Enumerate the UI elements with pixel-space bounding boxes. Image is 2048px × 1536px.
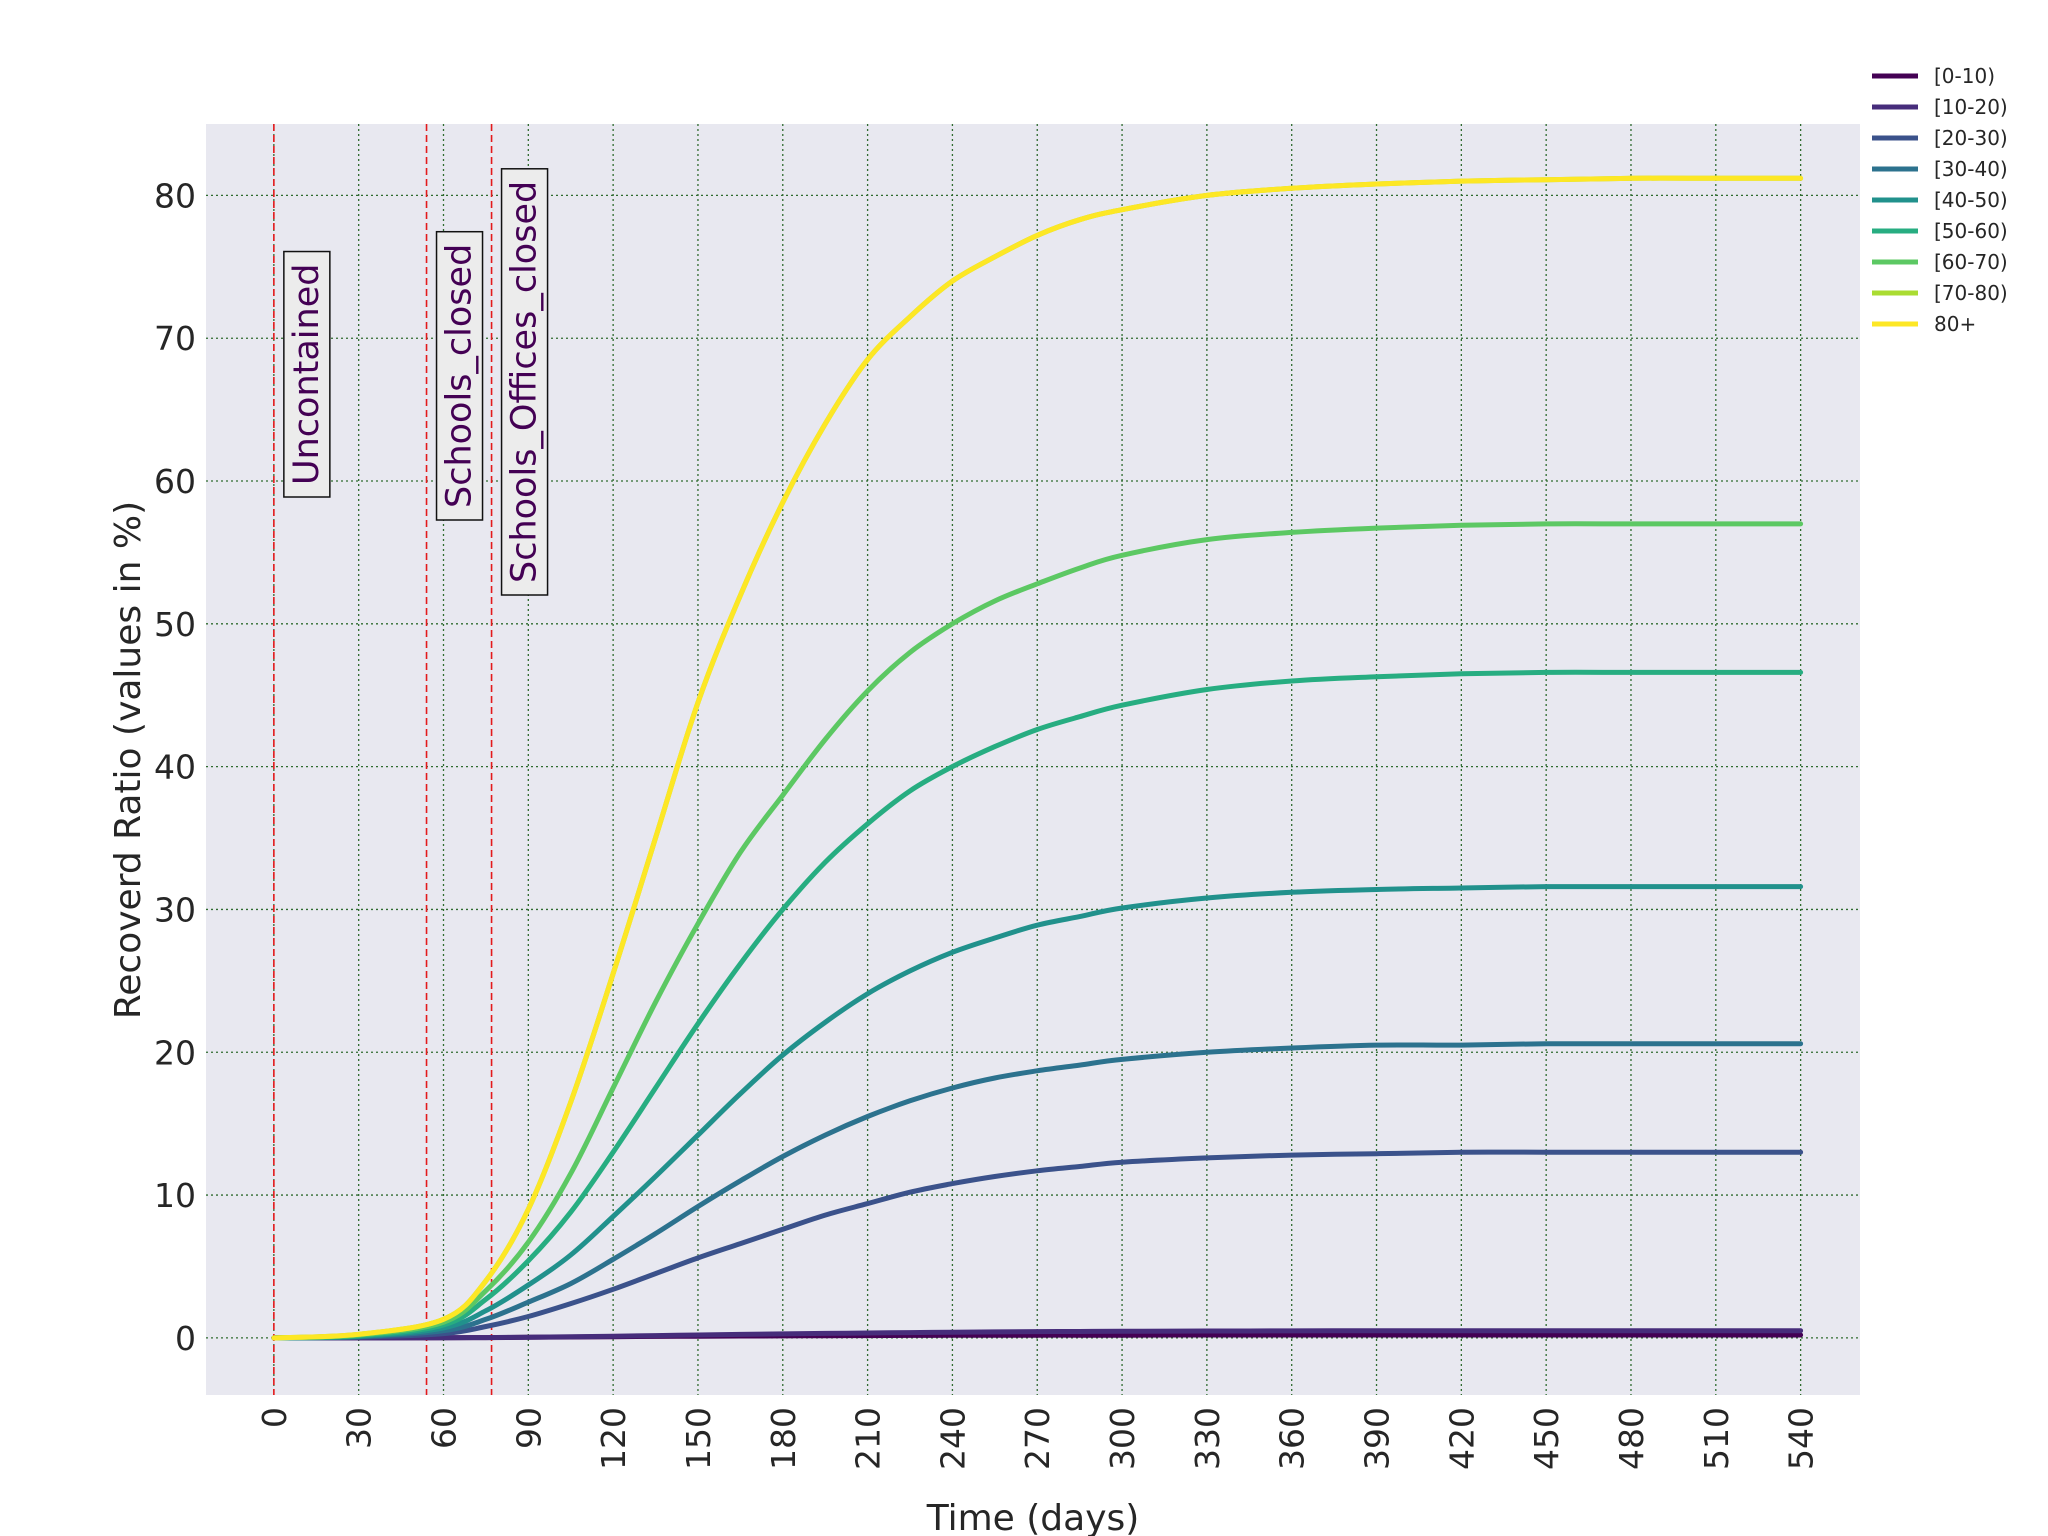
legend-item: [20-30) — [1872, 126, 2008, 150]
annotation-box — [283, 250, 331, 498]
annotation: Schools_closed — [435, 230, 484, 521]
intervention-annotations: Uncontained Schools_closed Schools_Offices… — [283, 168, 549, 596]
y-tick-labels: 0 10 20 30 40 50 60 70 80 — [154, 176, 196, 1357]
legend-item: [60-70) — [1872, 250, 2008, 274]
x-tick-label: 60 — [424, 1407, 463, 1449]
x-tick-label: 480 — [1612, 1407, 1651, 1470]
series-line — [271, 521, 1804, 1341]
annotation-label: Uncontained — [287, 264, 327, 485]
y-tick-label: 50 — [154, 605, 196, 644]
annotation-label: Schools_closed — [440, 244, 480, 508]
annotation-box — [500, 168, 549, 596]
legend-item: [30-40) — [1872, 157, 2008, 181]
series-line — [271, 669, 1804, 1341]
y-tick-label: 40 — [154, 748, 196, 787]
legend-item: 80+ — [1872, 312, 1976, 336]
y-axis-label: Recoverd Ratio (values in %) — [108, 501, 149, 1019]
legend-item: [70-80) — [1872, 281, 2008, 305]
x-tick-label: 360 — [1273, 1407, 1312, 1470]
legend-item: [40-50) — [1872, 188, 2008, 212]
annotation-label: Schools_Offices_closed — [505, 181, 545, 583]
legend-label: [0-10) — [1934, 64, 1995, 88]
series-line — [271, 1149, 1804, 1341]
series-line — [271, 884, 1804, 1341]
x-tick-label: 30 — [340, 1407, 379, 1449]
y-tick-label: 10 — [154, 1176, 196, 1215]
x-tick-label: 270 — [1018, 1407, 1057, 1470]
x-tick-label: 420 — [1442, 1407, 1481, 1470]
x-tick-label: 0 — [255, 1407, 294, 1428]
legend-item: [10-20) — [1872, 95, 2008, 119]
x-tick-label: 180 — [764, 1407, 803, 1470]
y-tick-label: 30 — [154, 890, 196, 929]
x-axis-label: Time (days) — [926, 1498, 1140, 1536]
annotation-box — [435, 230, 484, 521]
x-tick-label: 450 — [1527, 1407, 1566, 1470]
legend-label: [60-70) — [1934, 250, 2008, 274]
x-tick-label: 540 — [1782, 1407, 1821, 1470]
legend-label: [20-30) — [1934, 126, 2008, 150]
y-tick-label: 60 — [154, 462, 196, 501]
annotation: Uncontained — [283, 250, 331, 498]
legend-label: [30-40) — [1934, 157, 2008, 181]
x-tick-label: 300 — [1103, 1407, 1142, 1470]
series-lines — [271, 175, 1804, 1341]
series-line — [271, 1328, 1804, 1341]
legend-label: [40-50) — [1934, 188, 2008, 212]
y-tick-label: 0 — [175, 1319, 196, 1358]
legend-label: [70-80) — [1934, 281, 2008, 305]
series-line — [271, 1041, 1804, 1341]
annotation: Schools_Offices_closed — [500, 168, 549, 596]
intervention-lines — [273, 124, 493, 1395]
x-tick-label: 510 — [1697, 1407, 1736, 1470]
x-tick-label: 90 — [509, 1407, 548, 1449]
x-tick-label: 330 — [1188, 1407, 1227, 1470]
legend-label: [50-60) — [1934, 219, 2008, 243]
legend-label: 80+ — [1934, 312, 1976, 336]
series-line — [271, 175, 1804, 1341]
legend-label: [10-20) — [1934, 95, 2008, 119]
y-tick-label: 70 — [154, 319, 196, 358]
x-tick-label: 150 — [679, 1407, 718, 1470]
x-tick-label: 390 — [1358, 1407, 1397, 1470]
x-tick-label: 240 — [933, 1407, 972, 1470]
y-tick-label: 20 — [154, 1033, 196, 1072]
x-tick-label: 120 — [594, 1407, 633, 1470]
legend-item: [50-60) — [1872, 219, 2008, 243]
legend: [0-10) [10-20) [20-30) [30-40) [40-50) [50-60… — [1872, 64, 2008, 336]
legend-item: [0-10) — [1872, 64, 1995, 88]
x-tick-label: 210 — [849, 1407, 888, 1470]
y-tick-label: 80 — [154, 176, 196, 215]
x-tick-labels: 0 30 60 90 120 150 180 210 240 270 300 330 360 390 420… — [255, 1407, 1821, 1470]
